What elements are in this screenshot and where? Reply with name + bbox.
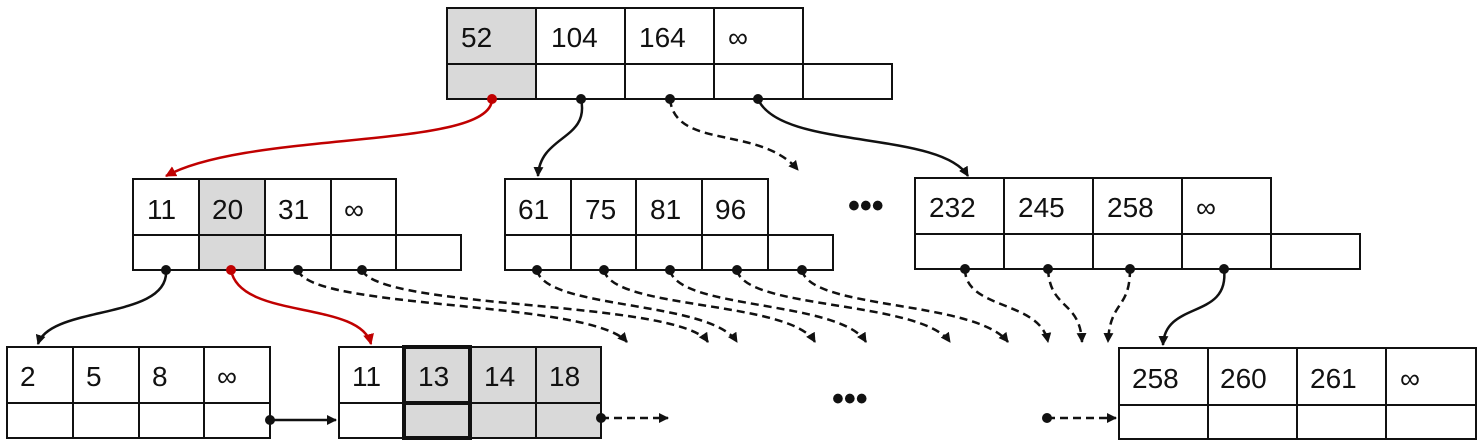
internal-left-key-3: ∞ xyxy=(344,194,364,225)
internal-right-key-3: ∞ xyxy=(1196,192,1216,223)
leaf-node-last: 258 260 261 ∞ xyxy=(1118,347,1477,440)
root-to-internal-right-pointer xyxy=(756,98,970,177)
internal-left-key-cell-1-bg xyxy=(199,179,265,235)
leaf-level-ellipsis: ••• xyxy=(832,380,868,418)
internal-right-pointer-1 xyxy=(963,268,1052,343)
internal-left-to-leaf-2-pointer xyxy=(229,269,374,346)
internal-left-key-0: 11 xyxy=(147,194,176,225)
leaf-1-key-3: ∞ xyxy=(217,361,237,392)
root-key-2: 164 xyxy=(639,22,686,53)
root-pointer-cell-0-bg xyxy=(447,64,536,99)
internal-mid-key-2: 81 xyxy=(650,194,681,225)
internal-right-key-2: 258 xyxy=(1107,192,1154,223)
internal-node-middle: 61 75 81 96 xyxy=(504,178,834,271)
root-key-0: 52 xyxy=(461,22,492,53)
internal-mid-key-3: 96 xyxy=(715,194,746,225)
internal-mid-key-0: 61 xyxy=(518,194,549,225)
root-node: 52 104 164 ∞ xyxy=(446,7,893,100)
leaf-2-selected-key-outline xyxy=(402,345,472,440)
leaf-2-key-2: 14 xyxy=(484,361,515,392)
internal-left-pointer-3 xyxy=(296,269,628,343)
internal-right-key-1: 245 xyxy=(1018,192,1065,223)
leaf-last-key-3: ∞ xyxy=(1400,363,1420,394)
leaf-node-2: 11 13 14 18 xyxy=(338,345,602,440)
internal-left-pointer-cell-1-bg xyxy=(199,235,265,270)
root-key-3: ∞ xyxy=(728,22,748,53)
internal-mid-pointer-1 xyxy=(535,269,739,343)
internal-node-left: 11 20 31 ∞ xyxy=(132,178,462,271)
root-key-1: 104 xyxy=(551,22,598,53)
internal-mid-pointer-4 xyxy=(735,269,952,343)
leaf-1-key-2: 8 xyxy=(152,361,168,392)
internal-node-right: 232 245 258 ∞ xyxy=(914,177,1361,270)
internal-right-pointer-2 xyxy=(1046,268,1087,343)
leaf-2-key-0: 11 xyxy=(352,361,381,392)
internal-mid-pointer-2 xyxy=(602,269,817,343)
internal-right-to-last-leaf-pointer xyxy=(1158,268,1226,346)
internal-left-key-2: 31 xyxy=(278,194,309,225)
root-to-omitted-node-pointer xyxy=(668,98,799,171)
internal-left-key-1: 20 xyxy=(212,194,243,225)
internal-mid-key-1: 75 xyxy=(585,194,616,225)
internal-mid-pointer-5 xyxy=(800,269,1009,343)
leaf-2-highlight-bg xyxy=(404,347,601,438)
leaf-last-key-0: 258 xyxy=(1132,363,1179,394)
internal-right-pointer-3 xyxy=(1103,268,1132,343)
leaf-1-key-0: 2 xyxy=(20,361,36,392)
leaf-last-key-1: 260 xyxy=(1220,363,1267,394)
leaf-node-1: 2 5 8 ∞ xyxy=(6,346,271,439)
internal-right-key-0: 232 xyxy=(929,192,976,223)
leaf-last-key-2: 261 xyxy=(1310,363,1357,394)
root-key-cell-0-bg xyxy=(447,8,536,64)
leaf-2-key-1: 13 xyxy=(418,361,449,392)
internal-left-to-leaf-1-pointer xyxy=(35,269,168,345)
leaf-2-key-3: 18 xyxy=(549,361,580,392)
root-to-internal-mid-pointer xyxy=(533,98,584,177)
leaf-1-key-1: 5 xyxy=(86,361,102,392)
root-to-internal-left-pointer xyxy=(165,98,494,178)
internal-level-ellipsis: ••• xyxy=(848,187,884,225)
internal-left-pointer-4 xyxy=(360,269,710,343)
internal-mid-pointer-3 xyxy=(668,269,868,343)
